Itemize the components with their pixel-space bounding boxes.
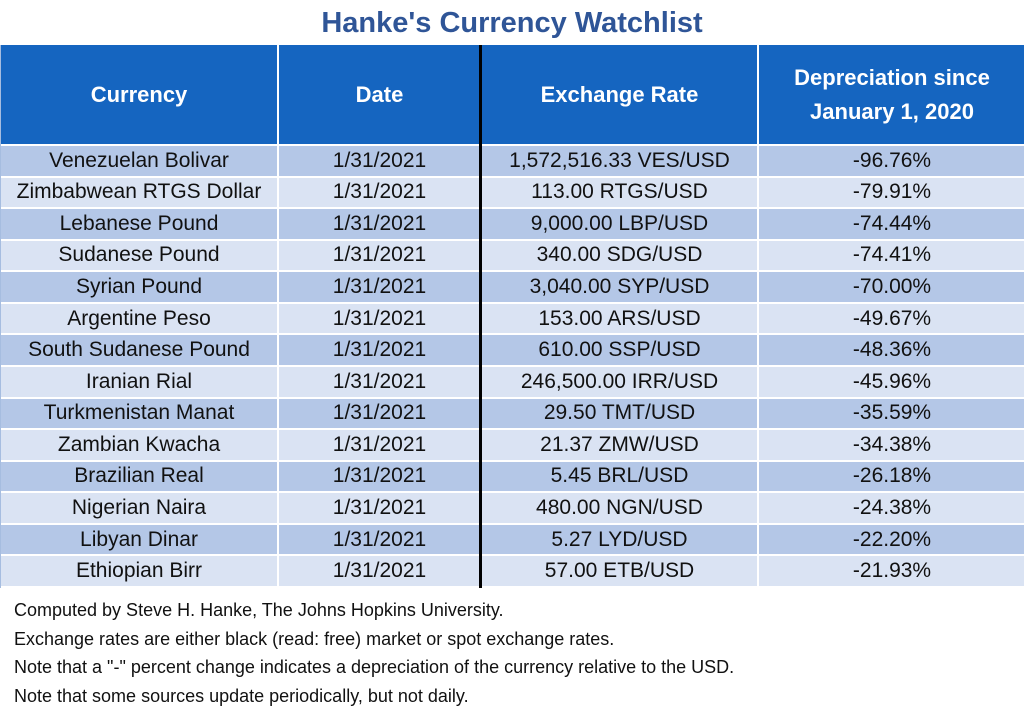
cell-depreciation: -74.41% xyxy=(759,240,1024,273)
cell-currency: Sudanese Pound xyxy=(1,240,279,273)
cell-depreciation: -22.20% xyxy=(759,524,1024,557)
footnotes: Computed by Steve H. Hanke, The Johns Ho… xyxy=(14,596,1014,710)
cell-depreciation: -79.91% xyxy=(759,177,1024,210)
cell-date: 1/31/2021 xyxy=(279,272,482,304)
cell-date: 1/31/2021 xyxy=(279,146,482,178)
cell-exchange-rate: 1,572,516.33 VES/USD xyxy=(482,146,759,178)
cell-depreciation: -21.93% xyxy=(759,556,1024,588)
cell-currency: Iranian Rial xyxy=(1,366,279,399)
cell-depreciation: -48.36% xyxy=(759,335,1024,367)
cell-date: 1/31/2021 xyxy=(279,524,482,557)
cell-exchange-rate: 9,000.00 LBP/USD xyxy=(482,209,759,241)
cell-depreciation: -45.96% xyxy=(759,366,1024,399)
cell-currency: Venezuelan Bolivar xyxy=(1,146,279,178)
cell-date: 1/31/2021 xyxy=(279,366,482,399)
column-header-currency[interactable]: Currency xyxy=(1,45,279,146)
cell-exchange-rate: 610.00 SSP/USD xyxy=(482,335,759,367)
cell-currency: Libyan Dinar xyxy=(1,524,279,557)
cell-depreciation: -35.59% xyxy=(759,398,1024,431)
cell-exchange-rate: 3,040.00 SYP/USD xyxy=(482,272,759,304)
cell-date: 1/31/2021 xyxy=(279,398,482,431)
cell-exchange-rate: 153.00 ARS/USD xyxy=(482,303,759,336)
footnote-source: Computed by Steve H. Hanke, The Johns Ho… xyxy=(14,600,504,620)
currency-table: Currency Date Exchange Rate Depreciation… xyxy=(0,45,1024,588)
cell-date: 1/31/2021 xyxy=(279,177,482,210)
cell-currency: Zambian Kwacha xyxy=(1,430,279,462)
cell-currency: Zimbabwean RTGS Dollar xyxy=(1,177,279,210)
footnote-rates: Exchange rates are either black (read: f… xyxy=(14,628,615,649)
column-header-depreciation[interactable]: Depreciation since January 1, 2020 xyxy=(759,45,1024,146)
cell-exchange-rate: 5.45 BRL/USD xyxy=(482,461,759,494)
cell-exchange-rate: 340.00 SDG/USD xyxy=(482,240,759,273)
cell-date: 1/31/2021 xyxy=(279,556,482,588)
footnote-update: Note that some sources update periodical… xyxy=(14,685,469,706)
cell-date: 1/31/2021 xyxy=(279,493,482,525)
cell-exchange-rate: 29.50 TMT/USD xyxy=(482,398,759,431)
cell-depreciation: -96.76% xyxy=(759,146,1024,178)
column-divider xyxy=(479,45,482,588)
cell-exchange-rate: 246,500.00 IRR/USD xyxy=(482,366,759,399)
cell-depreciation: -24.38% xyxy=(759,493,1024,525)
cell-currency: Syrian Pound xyxy=(1,272,279,304)
cell-exchange-rate: 21.37 ZMW/USD xyxy=(482,430,759,462)
cell-currency: Ethiopian Birr xyxy=(1,556,279,588)
cell-date: 1/31/2021 xyxy=(279,209,482,241)
cell-currency: Turkmenistan Manat xyxy=(1,398,279,431)
cell-date: 1/31/2021 xyxy=(279,430,482,462)
footnote-sign: Note that a "-" percent change indicates… xyxy=(14,657,735,677)
cell-currency: Lebanese Pound xyxy=(1,209,279,241)
cell-depreciation: -49.67% xyxy=(759,303,1024,336)
cell-date: 1/31/2021 xyxy=(279,461,482,494)
column-header-exchange-rate[interactable]: Exchange Rate xyxy=(482,45,759,146)
cell-date: 1/31/2021 xyxy=(279,335,482,367)
cell-exchange-rate: 113.00 RTGS/USD xyxy=(482,177,759,210)
column-header-date[interactable]: Date xyxy=(279,45,482,146)
cell-exchange-rate: 57.00 ETB/USD xyxy=(482,556,759,588)
cell-currency: South Sudanese Pound xyxy=(1,335,279,367)
cell-depreciation: -34.38% xyxy=(759,430,1024,462)
cell-date: 1/31/2021 xyxy=(279,240,482,273)
page-title: Hanke's Currency Watchlist xyxy=(321,7,703,39)
cell-currency: Nigerian Naira xyxy=(1,493,279,525)
cell-currency: Argentine Peso xyxy=(1,303,279,336)
cell-currency: Brazilian Real xyxy=(1,461,279,494)
cell-date: 1/31/2021 xyxy=(279,303,482,336)
cell-exchange-rate: 5.27 LYD/USD xyxy=(482,524,759,557)
cell-exchange-rate: 480.00 NGN/USD xyxy=(482,493,759,525)
cell-depreciation: -74.44% xyxy=(759,209,1024,241)
cell-depreciation: -26.18% xyxy=(759,461,1024,494)
cell-depreciation: -70.00% xyxy=(759,272,1024,304)
